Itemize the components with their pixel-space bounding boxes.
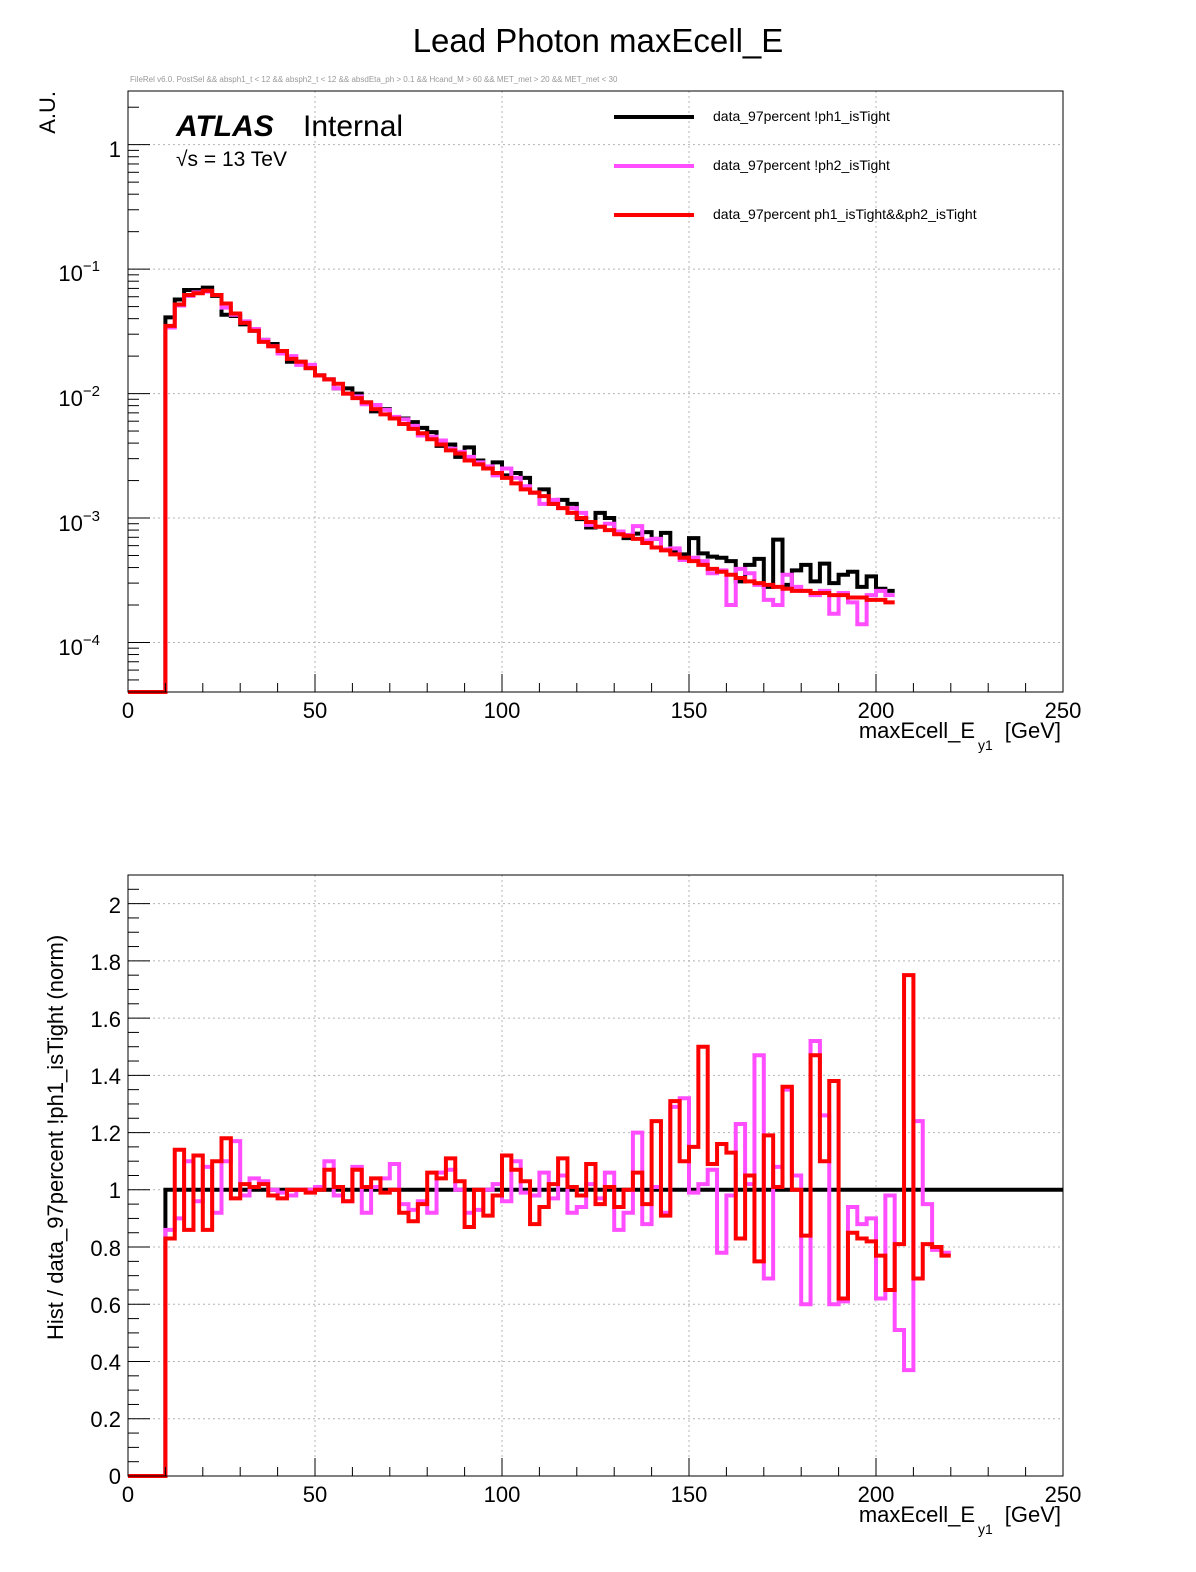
bottom-x-tick-labels: 0 50 100 150 200 250 bbox=[122, 1482, 1081, 1507]
legend-entry-red: data_97percent ph1_isTight&&ph2_isTight bbox=[713, 206, 977, 222]
y-tick-exp: −4 bbox=[83, 632, 100, 649]
y-tick-label: 0.2 bbox=[90, 1407, 121, 1432]
top-grid bbox=[128, 91, 1063, 692]
y-tick-label: 1 bbox=[109, 1178, 121, 1203]
x-tick-label: 50 bbox=[303, 1482, 327, 1507]
x-tick-label: 50 bbox=[303, 698, 327, 723]
top-series bbox=[128, 285, 895, 694]
ratio-line-2 bbox=[128, 973, 951, 1478]
y-tick-label: 2 bbox=[109, 893, 121, 918]
top-y-axis bbox=[128, 106, 150, 693]
y-tick-label-1e-3: 10−3 bbox=[58, 508, 100, 536]
x-tick-label: 150 bbox=[671, 1482, 708, 1507]
legend-entry-magenta: data_97percent !ph2_isTight bbox=[713, 157, 890, 173]
top-x-axis-unit: [GeV] bbox=[1005, 718, 1061, 743]
bottom-panel: 0 0.2 0.4 0.6 0.8 1 1.2 1.4 1.6 1.8 2 0 … bbox=[43, 874, 1081, 1537]
top-panel: 1 10−1 10−2 10−3 10−4 0 50 100 150 200 2… bbox=[35, 90, 1081, 753]
x-tick-label: 200 bbox=[858, 1482, 895, 1507]
x-tick-label: 200 bbox=[858, 698, 895, 723]
selection-cuts: FileRel v6.0. PostSel && absph1_t < 12 &… bbox=[130, 75, 618, 84]
figure-title: Lead Photon maxEcell_E bbox=[413, 22, 784, 59]
y-tick-exp: −3 bbox=[83, 508, 100, 525]
y-tick-label: 1.6 bbox=[90, 1007, 121, 1032]
x-tick-label: 100 bbox=[484, 1482, 521, 1507]
bottom-x-axis-title: maxEcell_E bbox=[859, 1502, 975, 1527]
bottom-x-axis-unit: [GeV] bbox=[1005, 1502, 1061, 1527]
y-tick-label-1: 1 bbox=[109, 137, 121, 162]
bottom-series bbox=[128, 973, 1063, 1478]
top-frame bbox=[127, 90, 1064, 693]
y-tick-label: 1.8 bbox=[90, 950, 121, 975]
top-y-tick-labels: 1 10−1 10−2 10−3 10−4 bbox=[58, 137, 121, 660]
x-tick-label: 150 bbox=[671, 698, 708, 723]
top-x-axis bbox=[127, 674, 1064, 692]
y-tick-label: 1.4 bbox=[90, 1064, 121, 1089]
legend: data_97percent !ph1_isTight data_97perce… bbox=[614, 108, 977, 222]
x-tick-label: 250 bbox=[1045, 1482, 1082, 1507]
x-tick-label: 0 bbox=[122, 698, 134, 723]
top-x-tick-labels: 0 50 100 150 200 250 bbox=[122, 698, 1081, 723]
y-tick-label-1e-4: 10−4 bbox=[58, 632, 100, 660]
y-tick-label-1e-1: 10−1 bbox=[58, 258, 100, 286]
atlas-label: ATLAS bbox=[175, 110, 274, 143]
x-tick-label: 250 bbox=[1045, 698, 1082, 723]
y-tick-exp: −1 bbox=[83, 258, 100, 275]
y-tick-exp: −2 bbox=[83, 383, 100, 400]
bottom-x-axis bbox=[127, 1458, 1064, 1476]
bottom-x-axis-subscript: y1 bbox=[978, 1521, 993, 1537]
bottom-y-axis bbox=[128, 874, 150, 1477]
x-tick-label: 100 bbox=[484, 698, 521, 723]
y-tick-label: 0.8 bbox=[90, 1236, 121, 1261]
atlas-status: Internal bbox=[303, 110, 403, 143]
top-x-axis-subscript: y1 bbox=[978, 737, 993, 753]
energy-label: √s = 13 TeV bbox=[176, 148, 287, 171]
x-tick-label: 0 bbox=[122, 1482, 134, 1507]
bottom-y-tick-labels: 0 0.2 0.4 0.6 0.8 1 1.2 1.4 1.6 1.8 2 bbox=[90, 893, 121, 1489]
top-y-axis-title: A.U. bbox=[35, 91, 60, 134]
series-line-2 bbox=[128, 288, 895, 694]
y-tick-label-1e-2: 10−2 bbox=[58, 383, 100, 411]
y-tick-label: 0.4 bbox=[90, 1350, 121, 1375]
y-tick-label: 1.2 bbox=[90, 1121, 121, 1146]
y-tick-label: 0.6 bbox=[90, 1293, 121, 1318]
bottom-y-axis-title: Hist / data_97percent !ph1_isTight (norm… bbox=[43, 935, 68, 1340]
legend-entry-black: data_97percent !ph1_isTight bbox=[713, 108, 890, 124]
top-x-axis-title: maxEcell_E bbox=[859, 718, 975, 743]
y-tick-label: 0 bbox=[109, 1464, 121, 1489]
